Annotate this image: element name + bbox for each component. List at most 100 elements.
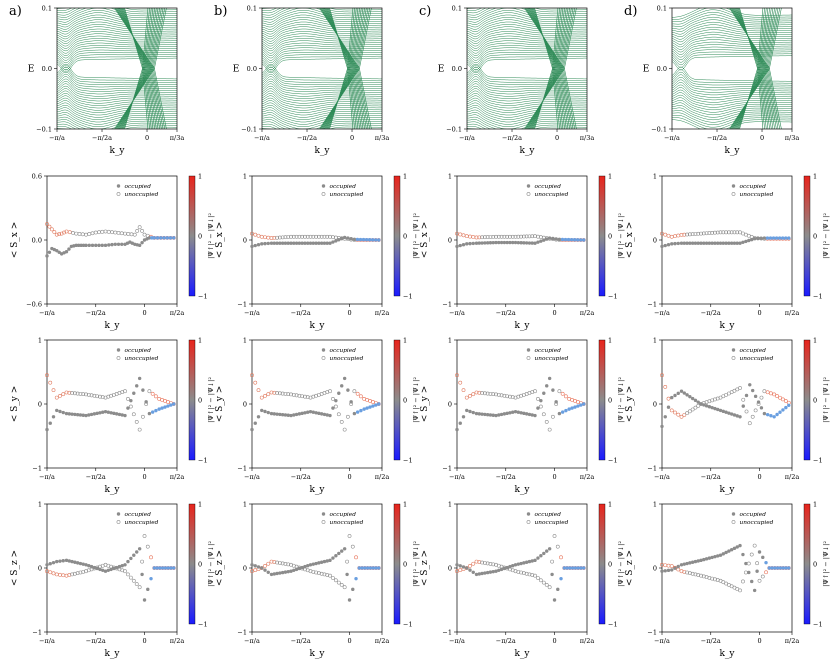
occupied-point	[660, 569, 664, 573]
occupied-point	[777, 236, 782, 240]
occupied-point	[491, 413, 495, 417]
band-cone	[761, 8, 770, 129]
colorbar-tick-label: −1	[198, 457, 208, 465]
unoccupied-point	[297, 393, 302, 398]
y-axis-label: < S_y >	[215, 386, 225, 423]
unoccupied-point	[266, 392, 271, 397]
band-cone	[559, 8, 570, 129]
unoccupied-point	[544, 420, 549, 424]
legend-unoccupied-label: unoccupied	[330, 192, 364, 198]
y-tick-label: 0.0	[657, 65, 667, 73]
unoccupied-point	[100, 395, 105, 400]
unoccupied-point	[81, 569, 86, 574]
legend-occupied-marker	[731, 512, 736, 516]
colorbar-tick-label: 0	[198, 397, 202, 405]
occupied-point	[468, 568, 472, 572]
x-axis-label: k_y	[514, 321, 530, 331]
occupied-point	[368, 405, 372, 409]
occupied-point	[253, 564, 257, 568]
occupied-point	[455, 563, 459, 567]
unoccupied-point	[289, 234, 293, 239]
unoccupied-point	[123, 569, 127, 574]
unoccupied-point	[269, 390, 274, 395]
occupied-point	[732, 546, 737, 551]
unoccupied-point	[502, 393, 507, 398]
legend-unoccupied-label: unoccupied	[125, 356, 159, 362]
occupied-point	[505, 240, 509, 245]
occupied-point	[317, 241, 321, 245]
unoccupied-point	[275, 391, 279, 395]
occupied-point	[306, 410, 310, 414]
band-line	[262, 130, 382, 143]
occupied-point	[775, 566, 780, 570]
band-cone	[758, 8, 765, 129]
x-tick-label: 0	[552, 637, 556, 645]
x-tick-label: π/2a	[170, 637, 185, 645]
band-cone	[760, 8, 769, 129]
colorbar-tick-label: 1	[813, 501, 817, 509]
unoccupied-point	[527, 234, 532, 239]
y-tick-label: 0	[448, 237, 452, 245]
unoccupied-point	[687, 232, 692, 237]
y-axis-label: < S_x >	[420, 222, 430, 259]
unoccupied-point	[738, 588, 742, 593]
occupied-point	[92, 412, 97, 416]
occupied-point	[682, 241, 686, 245]
band-cone	[732, 8, 766, 129]
unoccupied-point	[564, 394, 568, 399]
legend-unoccupied-marker	[731, 192, 736, 196]
x-tick-label: π/2a	[375, 473, 390, 481]
occupied-point	[283, 413, 288, 417]
band-line	[262, 12, 382, 25]
occupied-point	[502, 240, 507, 245]
occupied-point	[75, 412, 80, 417]
unoccupied-point	[78, 570, 83, 575]
band-line	[57, 127, 67, 129]
occupied-point	[98, 567, 102, 572]
band-line	[57, 10, 177, 23]
occupied-point	[286, 241, 290, 245]
occupied-point	[165, 236, 169, 240]
occupied-point	[530, 559, 534, 563]
x-tick-label: π/2a	[375, 637, 390, 645]
legend-unoccupied-label: unoccupied	[125, 192, 159, 198]
occupied-point	[160, 566, 165, 570]
x-tick-label: 0	[142, 637, 146, 645]
band-line	[467, 132, 587, 145]
unoccupied-point	[764, 570, 768, 575]
unoccupied-point	[488, 391, 493, 396]
unoccupied-point	[760, 574, 765, 579]
occupied-point	[79, 243, 83, 248]
occupied-point	[511, 410, 515, 414]
band-line	[672, 34, 792, 48]
unoccupied-point	[482, 391, 487, 396]
occupied-point	[508, 564, 512, 569]
colorbar-tick-label: 0	[813, 397, 817, 405]
occupied-point	[101, 568, 105, 572]
y-tick-label: −1	[32, 465, 42, 473]
spin-plot-Sy-a: 1 0 −1 < S_y > −π/a −π/2a 0 π/2a k_y occupied unoc…	[10, 337, 215, 496]
occupied-point	[485, 241, 490, 245]
unoccupied-point	[471, 561, 476, 566]
occupied-point	[781, 408, 785, 412]
occupied-point	[280, 241, 285, 245]
occupied-point	[346, 236, 350, 240]
occupied-point	[707, 556, 712, 560]
unoccupied-point	[455, 373, 459, 378]
occupied-point	[263, 409, 267, 414]
unoccupied-point	[277, 561, 282, 565]
occupied-point	[90, 243, 95, 248]
occupied-point	[522, 411, 526, 416]
occupied-point	[58, 409, 62, 414]
occupied-point	[97, 243, 101, 248]
y-tick-label: 1	[448, 337, 452, 345]
x-tick-label: π/2a	[170, 473, 185, 481]
spin-plot-Sx-d: 1 0 −1 < S_x > −π/a −π/2a 0 π/2a k_y occupied unoc…	[625, 173, 830, 332]
band-cone	[763, 8, 774, 129]
occupied-point	[679, 563, 684, 567]
unoccupied-point	[142, 534, 147, 538]
occupied-point	[45, 563, 49, 567]
occupied-point	[557, 237, 562, 242]
legend-unoccupied-marker	[116, 356, 121, 360]
occupied-point	[117, 564, 122, 569]
